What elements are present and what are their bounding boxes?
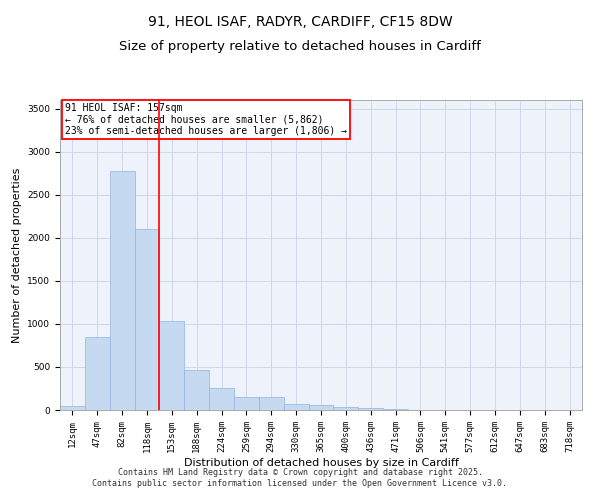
Y-axis label: Number of detached properties: Number of detached properties (12, 168, 22, 342)
Bar (284, 404, 308, 410)
Bar (358, 408, 383, 410)
Text: Contains HM Land Registry data © Crown copyright and database right 2025.
Contai: Contains HM Land Registry data © Crown c… (92, 468, 508, 487)
Bar (60, 406, 85, 410)
Text: 91 HEOL ISAF: 157sqm
← 76% of detached houses are smaller (5,862)
23% of semi-de: 91 HEOL ISAF: 157sqm ← 76% of detached h… (65, 103, 347, 136)
Text: 91, HEOL ISAF, RADYR, CARDIFF, CF15 8DW: 91, HEOL ISAF, RADYR, CARDIFF, CF15 8DW (148, 15, 452, 29)
Bar (110, 170, 134, 410)
Text: Size of property relative to detached houses in Cardiff: Size of property relative to detached ho… (119, 40, 481, 53)
Bar (334, 407, 358, 410)
Bar (160, 322, 184, 410)
Bar (259, 396, 284, 410)
Bar (184, 370, 209, 410)
Bar (209, 388, 234, 410)
Bar (85, 337, 110, 410)
X-axis label: Distribution of detached houses by size in Cardiff: Distribution of detached houses by size … (184, 458, 458, 468)
Bar (308, 405, 334, 410)
Bar (134, 229, 160, 410)
Bar (234, 396, 259, 410)
